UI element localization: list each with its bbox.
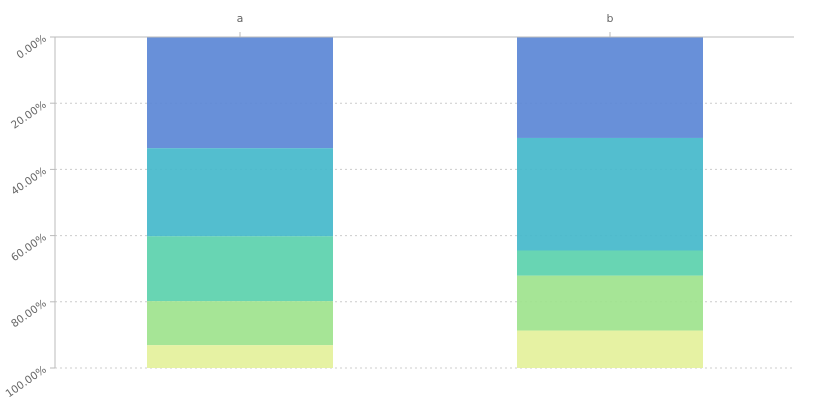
y-tick-label: 20.00% xyxy=(9,99,49,132)
axes xyxy=(50,32,794,369)
bar-a-segment-5 xyxy=(147,345,333,368)
y-tick-label: 60.00% xyxy=(9,231,49,264)
bar-b-segment-1 xyxy=(517,37,703,138)
bar-b-segment-4 xyxy=(517,275,703,331)
bar-a-segment-1 xyxy=(147,37,333,149)
y-tick-label: 40.00% xyxy=(9,165,49,198)
bar-a-segment-2 xyxy=(147,148,333,237)
y-tick-label: 0.00% xyxy=(15,33,49,62)
x-category-label-a: a xyxy=(237,12,244,25)
bar-a-segment-4 xyxy=(147,301,333,346)
bar-a-segment-3 xyxy=(147,236,333,302)
bars xyxy=(147,37,703,368)
bar-b-segment-2 xyxy=(517,137,703,251)
bar-b-segment-5 xyxy=(517,330,703,368)
y-tick-label: 100.00% xyxy=(4,364,49,401)
y-tick-label: 80.00% xyxy=(9,297,49,330)
x-category-label-b: b xyxy=(607,12,614,25)
bar-b-segment-3 xyxy=(517,250,703,276)
